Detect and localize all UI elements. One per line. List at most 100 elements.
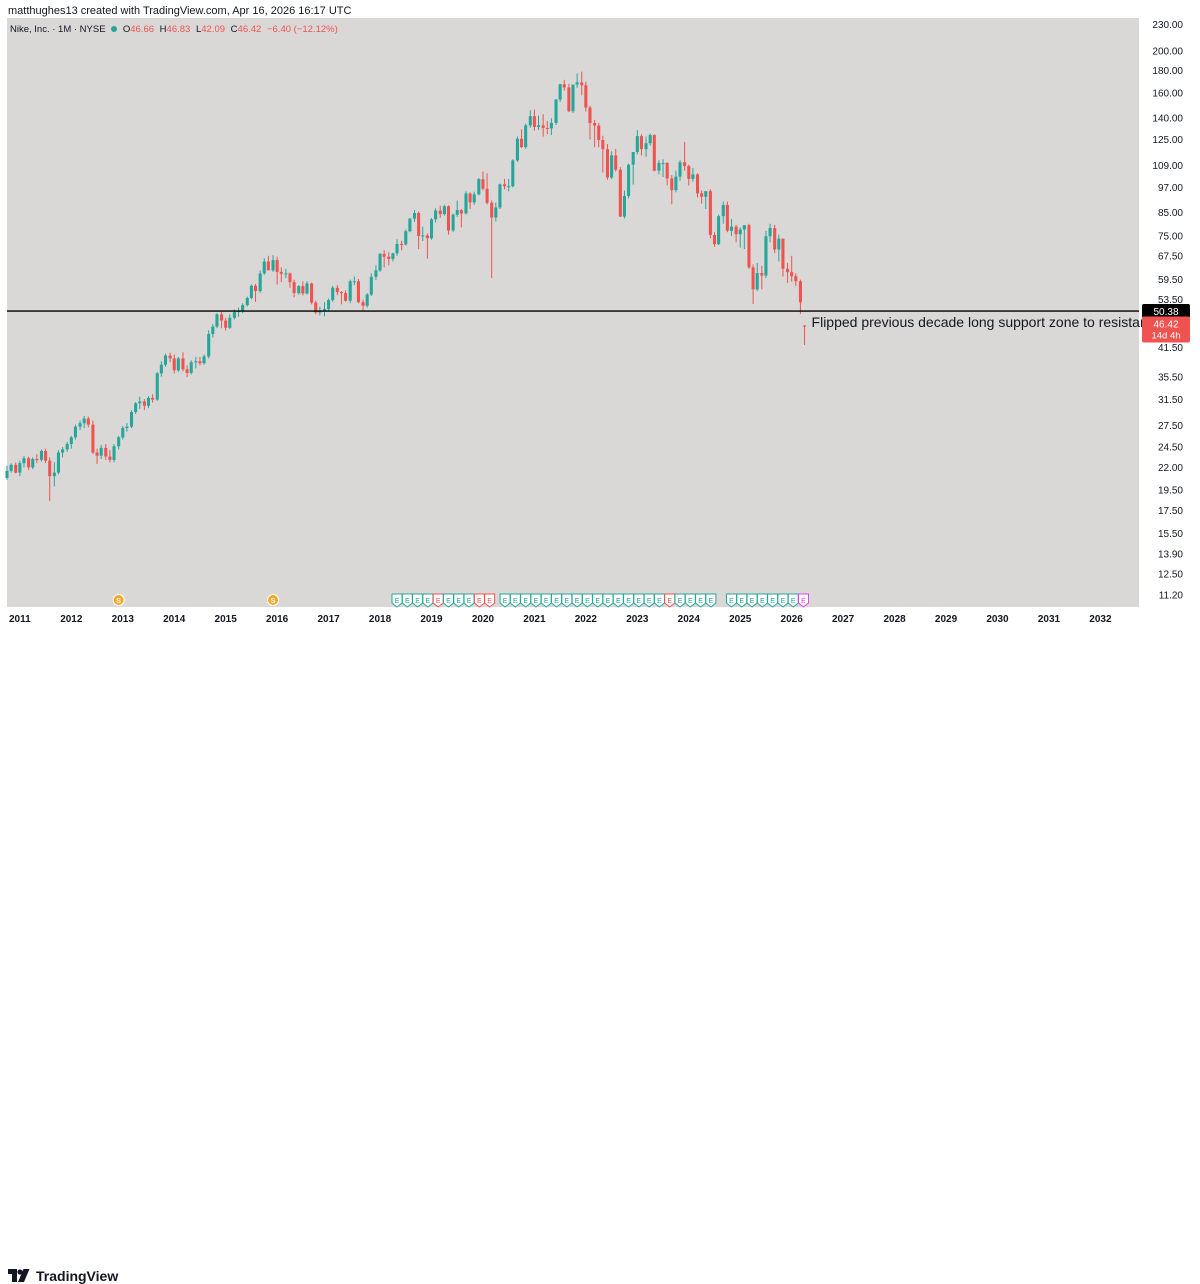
candle-body	[391, 253, 395, 259]
earnings-marker[interactable]: E	[767, 593, 779, 608]
candle-body	[78, 423, 82, 427]
candle-body	[738, 229, 742, 235]
candle-body	[520, 138, 524, 148]
earnings-marker[interactable]: E	[633, 593, 645, 608]
earnings-marker[interactable]: E	[432, 593, 444, 608]
earnings-marker[interactable]: E	[623, 593, 635, 608]
x-tick-label: 2018	[369, 614, 392, 625]
earnings-marker[interactable]: E	[484, 593, 496, 608]
earnings-marker[interactable]: E	[746, 593, 758, 608]
candle-body	[494, 207, 498, 218]
candle-body	[760, 273, 764, 276]
candle-body	[408, 218, 412, 232]
candle	[168, 352, 172, 363]
earnings-marker[interactable]: E	[561, 593, 573, 608]
candle-body	[691, 174, 695, 179]
candle	[588, 105, 592, 140]
earnings-marker[interactable]: E	[798, 593, 810, 608]
candle-body	[202, 356, 206, 364]
candle-body	[185, 369, 189, 373]
candle-body	[584, 85, 588, 108]
countdown-label: 14d 4h	[1151, 330, 1180, 341]
candle-body	[297, 286, 301, 294]
earnings-marker[interactable]: E	[592, 593, 604, 608]
candle-body	[288, 273, 292, 283]
earnings-marker[interactable]: E	[442, 593, 454, 608]
dividend-label: S	[116, 596, 121, 605]
earnings-marker[interactable]: E	[787, 593, 799, 608]
earnings-marker[interactable]: E	[653, 593, 665, 608]
dividend-marker[interactable]: S	[267, 594, 280, 606]
price-chart[interactable]: Flipped previous decade long support zon…	[0, 0, 1200, 630]
earnings-marker[interactable]: E	[520, 593, 532, 608]
earnings-marker[interactable]: E	[736, 593, 748, 608]
earnings-icon	[592, 593, 604, 608]
candle-body	[721, 204, 725, 217]
earnings-marker[interactable]: E	[530, 593, 542, 608]
earnings-marker[interactable]: E	[695, 593, 707, 608]
candle-body	[434, 210, 438, 220]
earnings-marker[interactable]: E	[674, 593, 686, 608]
change-value: −6.40 (−12.12%)	[266, 24, 338, 35]
time-axis[interactable]	[0, 607, 1200, 630]
candle	[134, 402, 138, 414]
candle-body	[211, 326, 215, 335]
earnings-label: E	[585, 598, 590, 605]
candle	[65, 441, 69, 452]
earnings-marker[interactable]: E	[612, 593, 624, 608]
close-value: 46.42	[237, 24, 262, 35]
dividend-marker[interactable]: S	[112, 594, 125, 606]
y-tick-label: 24.50	[1158, 443, 1183, 454]
candle	[361, 299, 365, 312]
earnings-marker[interactable]: E	[664, 593, 676, 608]
earnings-label: E	[647, 598, 652, 605]
candle	[237, 307, 241, 317]
candle-body	[369, 276, 373, 295]
tradingview-logo[interactable]: TradingView	[8, 1268, 118, 1284]
earnings-marker[interactable]: E	[499, 593, 511, 608]
earnings-icon	[499, 593, 511, 608]
candle-body	[117, 437, 121, 447]
earnings-marker[interactable]: E	[473, 593, 485, 608]
y-tick-label: 85.00	[1158, 208, 1183, 219]
earnings-marker[interactable]: E	[777, 593, 789, 608]
earnings-marker[interactable]: E	[705, 593, 717, 608]
candle	[648, 133, 652, 146]
earnings-marker[interactable]: E	[551, 593, 563, 608]
earnings-marker[interactable]: E	[571, 593, 583, 608]
candle-body	[554, 99, 558, 123]
earnings-marker[interactable]: E	[453, 593, 465, 608]
earnings-icon	[551, 593, 563, 608]
earnings-marker[interactable]: E	[581, 593, 593, 608]
earnings-marker[interactable]: E	[509, 593, 521, 608]
earnings-marker[interactable]: E	[463, 593, 475, 608]
earnings-marker[interactable]: E	[391, 593, 403, 608]
earnings-marker[interactable]: E	[540, 593, 552, 608]
candle-body	[794, 276, 798, 282]
candle	[442, 204, 446, 216]
earnings-marker[interactable]: E	[725, 593, 737, 608]
earnings-label: E	[564, 598, 569, 605]
earnings-icon	[643, 593, 655, 608]
earnings-label: E	[477, 598, 482, 605]
candle	[477, 177, 481, 196]
earnings-label: E	[606, 598, 611, 605]
earnings-marker[interactable]: E	[412, 593, 424, 608]
earnings-marker[interactable]: E	[643, 593, 655, 608]
candle	[305, 281, 309, 295]
earnings-marker[interactable]: E	[602, 593, 614, 608]
candle	[301, 281, 305, 296]
earnings-icon	[484, 593, 496, 608]
earnings-marker[interactable]: E	[422, 593, 434, 608]
earnings-marker[interactable]: E	[684, 593, 696, 608]
earnings-marker[interactable]: E	[756, 593, 768, 608]
candle-body	[142, 401, 146, 406]
candle	[421, 226, 425, 242]
candle-body	[314, 302, 318, 313]
candle-body	[395, 243, 399, 254]
low-label: L	[195, 24, 202, 35]
y-tick-label: 140.00	[1152, 114, 1183, 125]
earnings-marker[interactable]: E	[401, 593, 413, 608]
candle	[717, 214, 721, 245]
plot-area[interactable]	[7, 18, 1139, 607]
